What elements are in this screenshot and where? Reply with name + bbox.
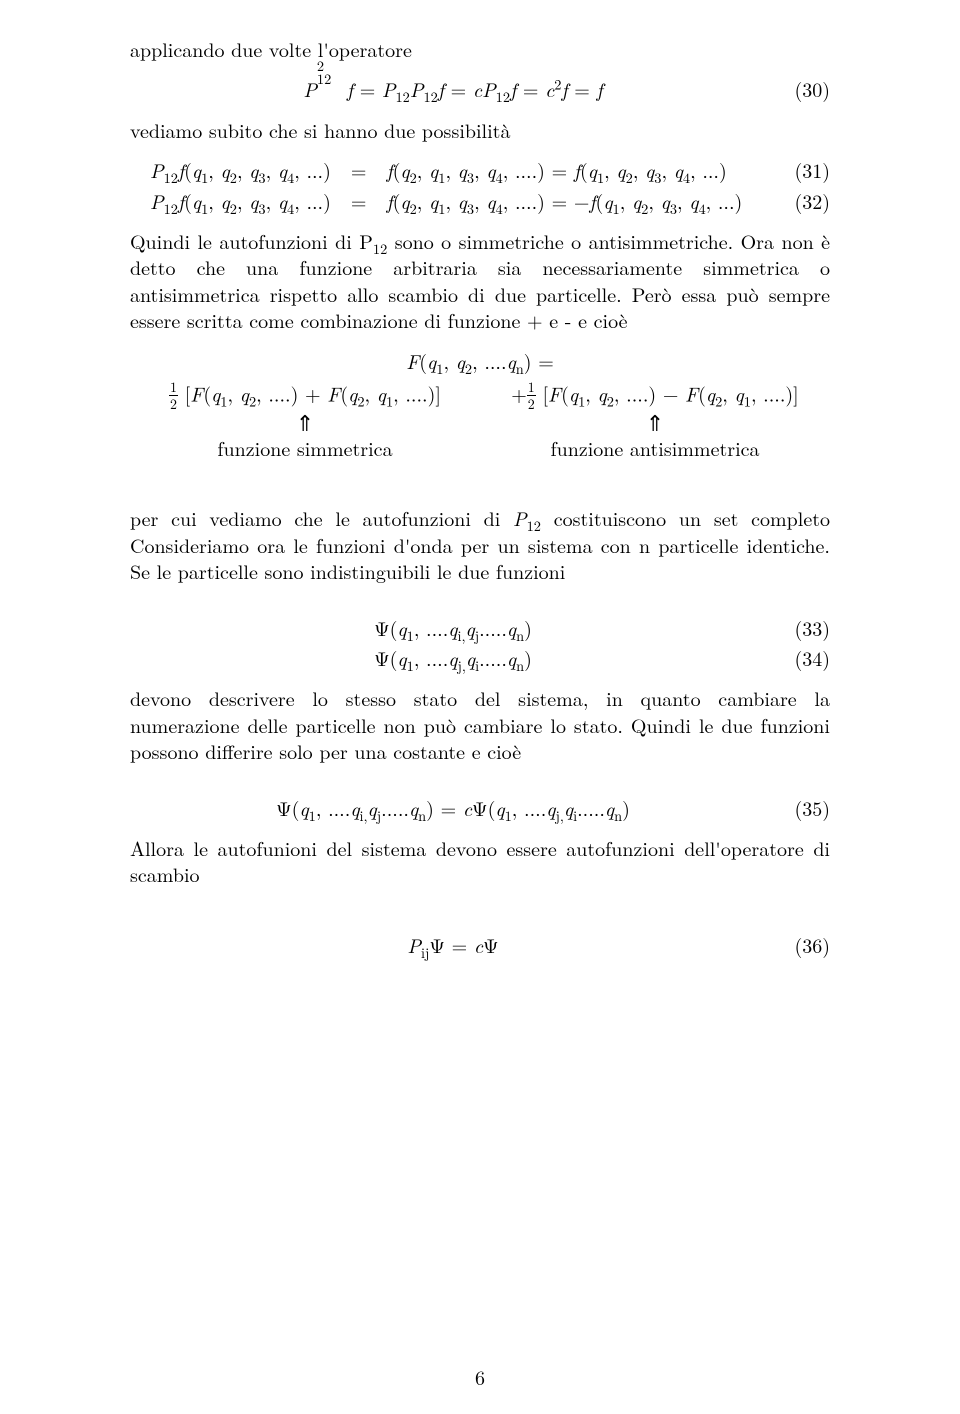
equation-35: Ψ(q1, ....qi,qj.....qn) = cΨ(q1, ....qj,… — [130, 795, 830, 821]
equation-36-number: (36) — [776, 932, 830, 958]
equation-align-31-32: P12f(q1, q2, q3, q4, ...) = f(q2, q1, q3… — [130, 157, 830, 214]
antisymmetric-label: funzione antisimmetrica — [480, 435, 830, 461]
paragraph-6: Allora le autofunioni del sistema devono… — [130, 835, 830, 888]
equation-33-number: (33) — [776, 615, 830, 641]
equation-34-body: Ψ(q1, ....qj,qi.....qn) — [130, 645, 776, 671]
antisymmetric-column: +12 [F(q1, q2, ....) − F(q2, q1, ....)] … — [480, 380, 830, 462]
paragraph-2: vediamo subito che si hanno due possibil… — [130, 117, 830, 143]
equation-35-number: (35) — [776, 795, 830, 821]
equation-align-33-34: Ψ(q1, ....qi,qj.....qn) (33) Ψ(q1, ....q… — [130, 615, 830, 672]
equation-35-body: Ψ(q1, ....qi,qj.....qn) = cΨ(q1, ....qj,… — [130, 795, 776, 821]
equation-33-body: Ψ(q1, ....qi,qj.....qn) — [130, 615, 776, 641]
equation-36-body: PijΨ = cΨ — [130, 932, 776, 958]
symmetric-decomposition: F(q1, q2, ....qn) = 12 [F(q1, q2, ....) … — [130, 348, 830, 462]
symmetric-label: funzione simmetrica — [130, 435, 480, 461]
paragraph-intro: applicando due volte l'operatore — [130, 36, 830, 62]
paragraph-5: devono descrivere lo stesso stato del si… — [130, 685, 830, 764]
page-content: applicando due volte l'operatore P212 f … — [130, 36, 830, 972]
equation-34-number: (34) — [776, 645, 830, 671]
equation-32-body: P12f(q1, q2, q3, q4, ...) = f(q2, q1, q3… — [130, 188, 776, 214]
equation-30-body: P212 f = P12P12f = cP12f = c2f = f — [130, 76, 776, 102]
up-arrow-icon: ⇑ — [480, 411, 830, 435]
page-number: 6 — [0, 1362, 960, 1391]
symmetric-column: 12 [F(q1, q2, ....) + F(q2, q1, ....)] ⇑… — [130, 380, 480, 462]
decomposition-header: F(q1, q2, ....qn) = — [130, 348, 830, 374]
up-arrow-icon: ⇑ — [130, 411, 480, 435]
paragraph-3: Quindi le autofunzioni di P12 sono o sim… — [130, 228, 830, 334]
equation-36: PijΨ = cΨ (36) — [130, 932, 830, 958]
equation-30-number: (30) — [776, 76, 830, 102]
paragraph-4: per cui vediamo che le autofunzioni di P… — [130, 505, 830, 584]
equation-30: P212 f = P12P12f = cP12f = c2f = f (30) — [130, 76, 830, 102]
equation-32-number: (32) — [776, 188, 830, 214]
equation-31-body: P12f(q1, q2, q3, q4, ...) = f(q2, q1, q3… — [130, 157, 776, 183]
equation-31-number: (31) — [776, 157, 830, 183]
